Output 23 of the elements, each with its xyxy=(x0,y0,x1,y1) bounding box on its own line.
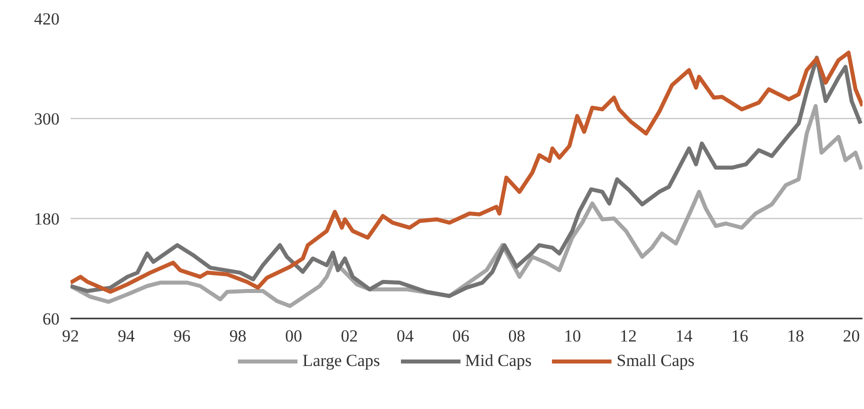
x-tick-label: 10 xyxy=(564,326,581,346)
legend-label: Large Caps xyxy=(302,351,380,371)
x-tick-label: 04 xyxy=(396,326,414,346)
line-series xyxy=(70,104,862,308)
x-tick-label: 94 xyxy=(118,326,136,346)
x-tick-label: 18 xyxy=(787,326,804,346)
x-tick-label: 96 xyxy=(174,326,191,346)
x-tick-label: 98 xyxy=(229,326,246,346)
y-tick-label: 420 xyxy=(34,10,60,28)
x-tick-label: 02 xyxy=(340,326,358,346)
x-tick-label: 08 xyxy=(508,326,526,346)
y-tick-label: 300 xyxy=(34,110,60,128)
x-tick-label: 06 xyxy=(452,326,470,346)
x-tick-label: 00 xyxy=(285,326,302,346)
x-tick-label: 92 xyxy=(62,326,79,346)
y-tick-label: 60 xyxy=(42,310,60,328)
legend-label: Mid Caps xyxy=(465,351,532,371)
x-tick-label: 12 xyxy=(620,326,637,346)
x-tick-label: 20 xyxy=(842,326,860,346)
y-tick-label: 180 xyxy=(34,210,60,228)
legend-label: Small Caps xyxy=(616,351,695,371)
x-tick-label: 14 xyxy=(676,326,694,346)
x-tick-label: 16 xyxy=(731,326,748,346)
